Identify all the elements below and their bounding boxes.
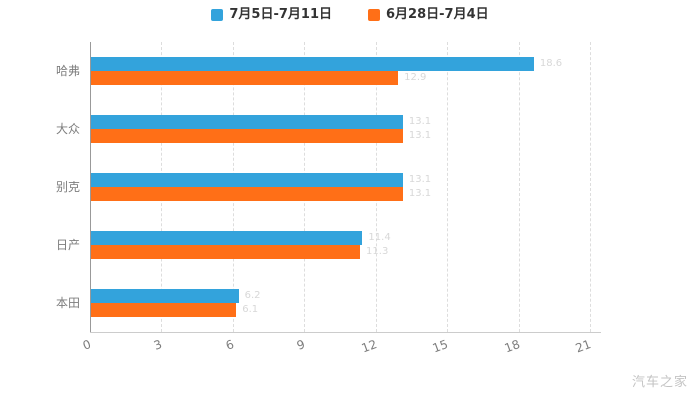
y-category-label: 日产 [55,238,80,252]
bar-current-week-2 [91,173,403,187]
x-gridline [447,42,449,332]
x-axis-tick-label: 21 [573,337,593,356]
bar-value-label: 11.3 [366,246,389,257]
y-category-label: 大众 [55,122,80,136]
x-gridline [518,42,520,332]
legend-swatch-orange [368,9,380,21]
watermark-autohome-logo: 汽车之家 [631,375,688,390]
x-axis-line [90,332,601,333]
x-axis-tick-label: 6 [223,337,236,353]
bar-value-label: 13.1 [408,188,432,199]
legend: 7月5日-7月11日 6月28日-7月4日 [0,7,700,23]
bar-value-label: 6.2 [244,290,261,301]
bar-previous-week-4 [91,303,237,317]
legend-item-week-jun28-jul4[interactable]: 6月28日-7月4日 [368,7,489,23]
y-category-label: 别克 [55,180,80,194]
x-axis-tick-label: 18 [502,337,522,356]
x-gridline [590,42,591,332]
y-category-label: 哈弗 [55,64,80,78]
y-category-label: 本田 [55,296,80,310]
bar-previous-week-3 [91,245,361,259]
bar-current-week-1 [91,115,403,129]
bar-value-label: 13.1 [408,116,432,127]
legend-item-week-jul5-11[interactable]: 7月5日-7月11日 [211,7,332,23]
x-axis-tick-label: 15 [430,337,450,356]
x-axis-tick-label: 0 [80,337,93,353]
bar-value-label: 13.1 [408,130,432,141]
bar-previous-week-2 [91,187,403,201]
bar-current-week-3 [91,231,363,245]
y-axis-line [90,42,91,332]
bar-previous-week-0 [91,71,399,85]
bar-value-label: 6.1 [242,304,259,315]
legend-label-week-jul5-11: 7月5日-7月11日 [229,7,332,22]
x-axis-tick-label: 9 [295,337,308,353]
bar-current-week-0 [91,57,534,71]
bar-previous-week-1 [91,129,403,143]
bar-value-label: 12.9 [404,72,427,83]
bar-value-label: 11.4 [368,232,391,243]
bar-current-week-4 [91,289,239,303]
bar-value-label: 18.6 [539,58,563,69]
x-axis-tick-label: 3 [152,337,165,353]
bar-value-label: 13.1 [408,174,432,185]
x-axis-tick-label: 12 [359,337,379,356]
legend-label-week-jun28-jul4: 6月28日-7月4日 [386,7,489,22]
legend-swatch-blue [211,9,224,21]
